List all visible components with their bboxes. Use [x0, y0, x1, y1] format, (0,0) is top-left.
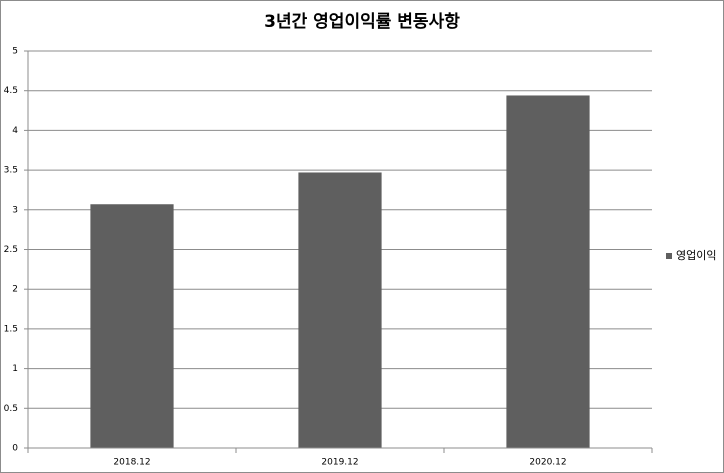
y-tick-label: 2.5: [4, 245, 18, 255]
y-tick-label: 3: [12, 205, 18, 215]
bar: [506, 95, 590, 449]
y-tick-label: 3.5: [4, 166, 18, 176]
x-tick-label: 2018.12: [113, 458, 150, 468]
y-tick-label: 0.5: [4, 404, 18, 414]
chart-title: 3년간 영업이익률 변동사항: [264, 11, 460, 32]
x-tick-label: 2020.12: [529, 458, 566, 468]
y-tick-label: 1: [12, 364, 18, 374]
y-tick-label: 0: [12, 444, 18, 454]
legend-marker: [666, 253, 672, 259]
x-tick-label: 2019.12: [321, 458, 358, 468]
bar: [90, 204, 174, 448]
y-tick-label: 4: [12, 126, 18, 136]
y-tick-label: 5: [12, 47, 18, 57]
legend-label: 영업이익: [676, 249, 716, 262]
bar: [298, 172, 382, 448]
y-tick-label: 4.5: [4, 86, 18, 96]
y-tick-label: 2: [12, 285, 18, 295]
y-tick-label: 1.5: [4, 324, 18, 334]
